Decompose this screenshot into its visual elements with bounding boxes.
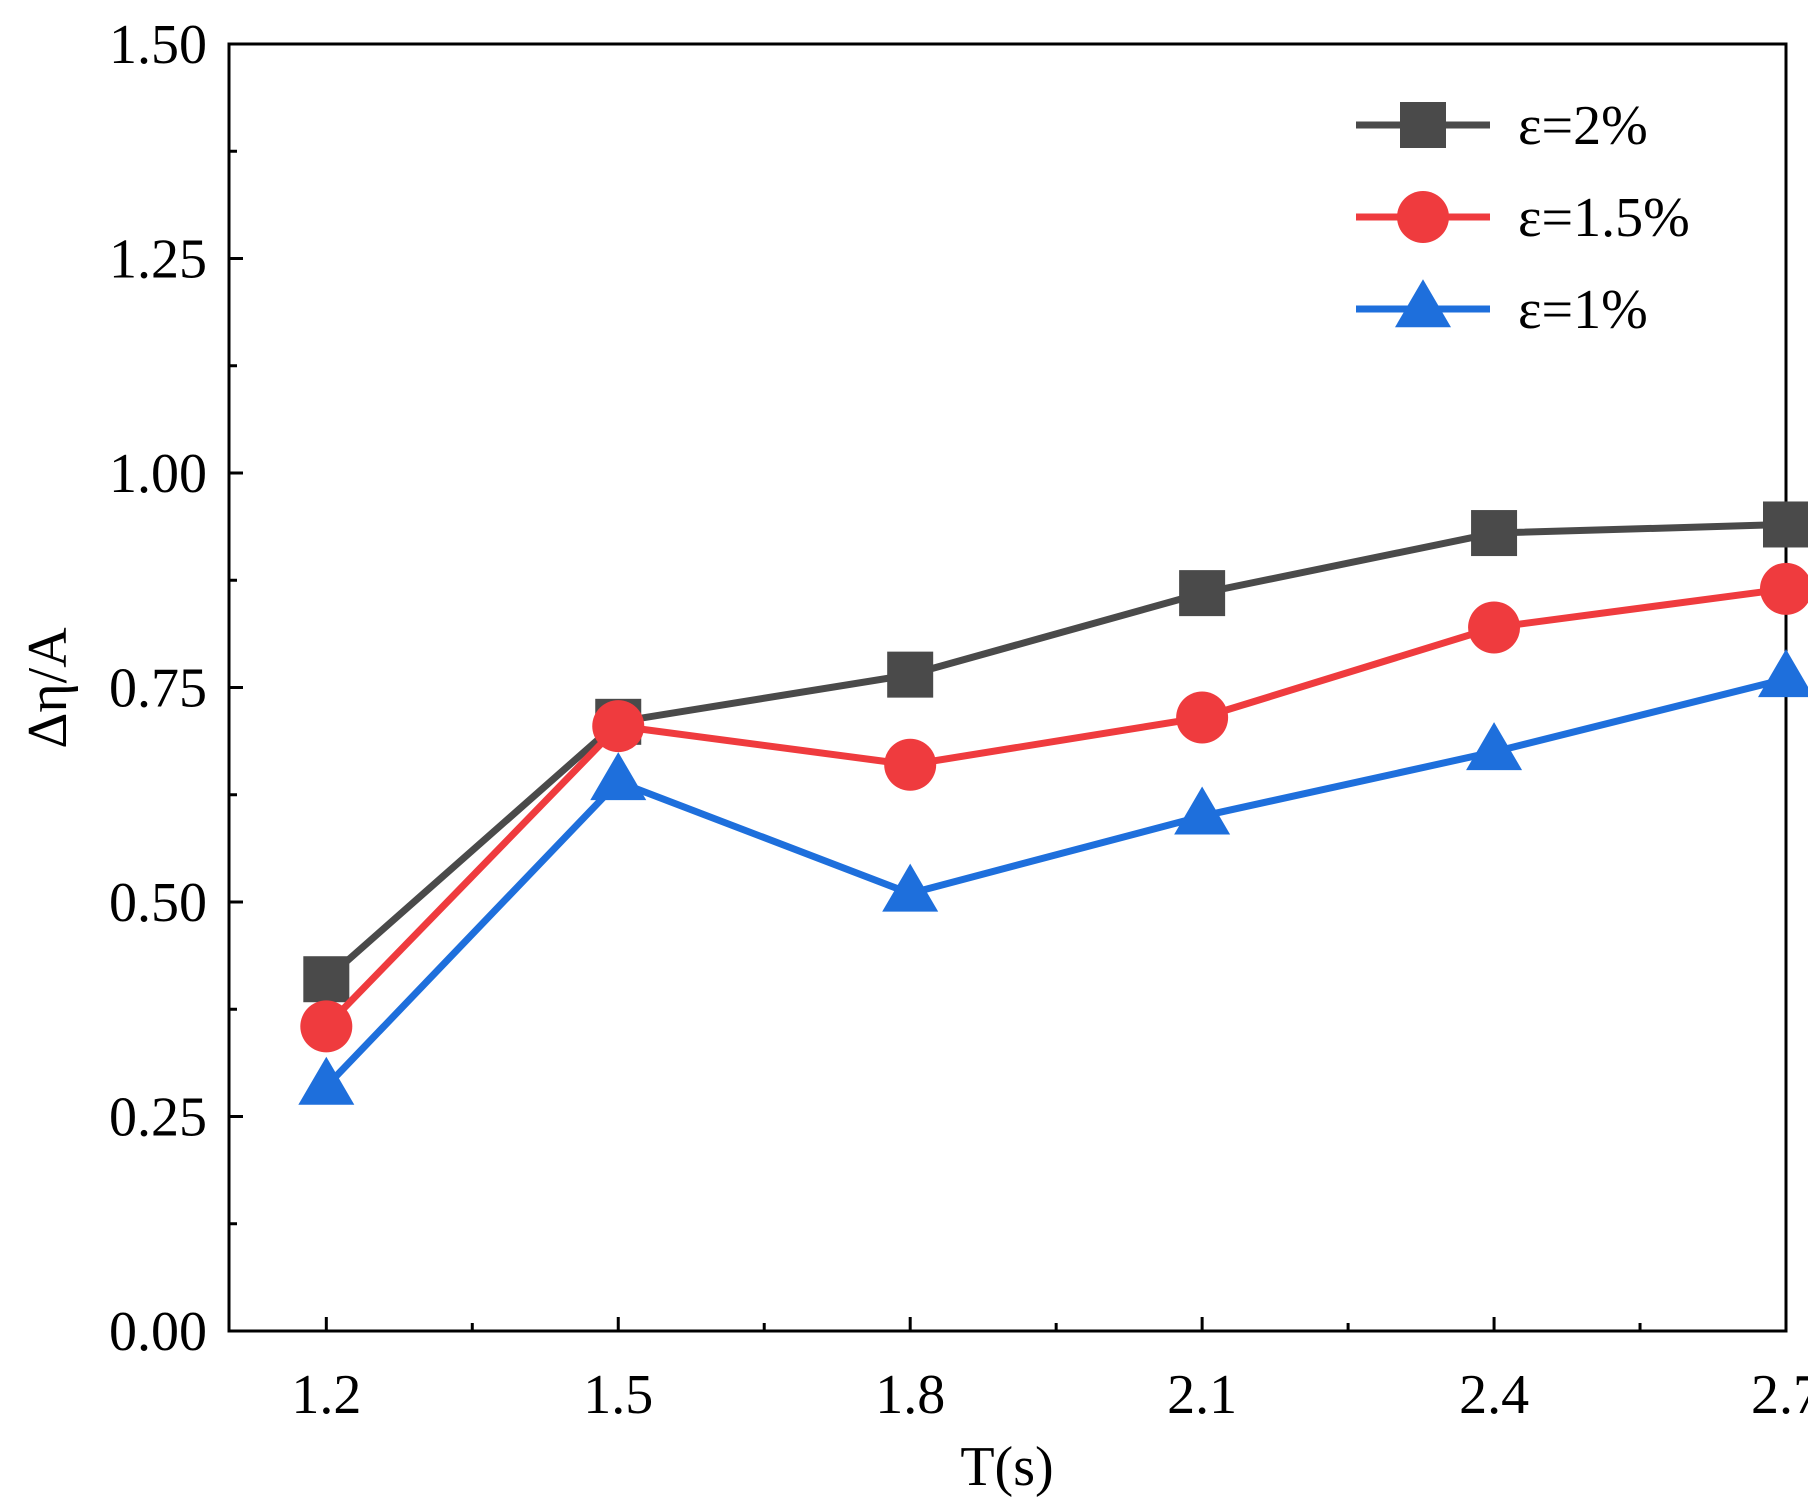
series-line [323,585,1787,1029]
x-tick-label: 1.5 [583,1364,653,1426]
legend-marker-square [1400,102,1446,148]
data-point-triangle [298,1056,355,1105]
data-point-triangle [1758,649,1808,698]
x-tick-label: 2.1 [1167,1364,1237,1426]
x-tick-label: 2.4 [1459,1364,1529,1426]
series-triangle [298,649,1808,1105]
series-square [303,501,1808,1003]
data-point-circle [884,738,937,791]
y-tick-label: 0.00 [109,1301,207,1363]
data-point-square [887,651,934,698]
y-axis: 0.00 0.25 0.50 0.75 1.00 1.25 1.50 [109,14,243,1363]
data-point-triangle [1174,786,1231,835]
x-axis-label: T(s) [960,1436,1053,1498]
y-tick-label: 1.25 [109,229,207,291]
x-tick-label: 1.8 [875,1364,945,1426]
data-point-circle [1176,691,1229,744]
data-point-triangle [882,863,939,912]
x-tick-label: 1.2 [291,1364,361,1426]
legend-marker-triangle [1395,279,1451,328]
data-point-square [1471,510,1518,557]
series-line [323,520,1787,982]
y-tick-label: 1.00 [109,443,207,505]
x-axis: 1.2 1.5 1.8 2.1 2.4 2.7 [291,1317,1808,1426]
data-point-circle [592,700,645,753]
legend-item: ε=2% [1356,95,1648,157]
y-tick-label: 0.75 [109,658,207,720]
data-point-triangle [590,752,647,801]
y-tick-label: 1.50 [109,14,207,76]
legend-label: ε=1.5% [1518,187,1690,249]
x-tick-label: 2.7 [1751,1364,1808,1426]
series-layer [298,501,1808,1105]
legend-item: ε=1% [1356,279,1648,341]
data-point-circle [1760,562,1808,615]
data-point-circle [300,1000,353,1053]
series-circle [300,562,1808,1053]
legend-item: ε=1.5% [1356,187,1690,249]
legend-marker-circle [1397,191,1449,243]
data-point-square [1763,501,1808,548]
legend: ε=2% ε=1.5% ε=1% [1356,95,1690,341]
y-tick-label: 0.50 [109,872,207,934]
series-line [323,675,1787,1089]
data-point-triangle [1466,722,1523,771]
data-point-square [1179,570,1226,617]
data-point-circle [1468,601,1521,654]
legend-label: ε=1% [1518,279,1648,341]
y-tick-label: 0.25 [109,1087,207,1149]
legend-label: ε=2% [1518,95,1648,157]
y-axis-label: Δη/A [17,627,79,749]
data-point-square [303,956,350,1003]
